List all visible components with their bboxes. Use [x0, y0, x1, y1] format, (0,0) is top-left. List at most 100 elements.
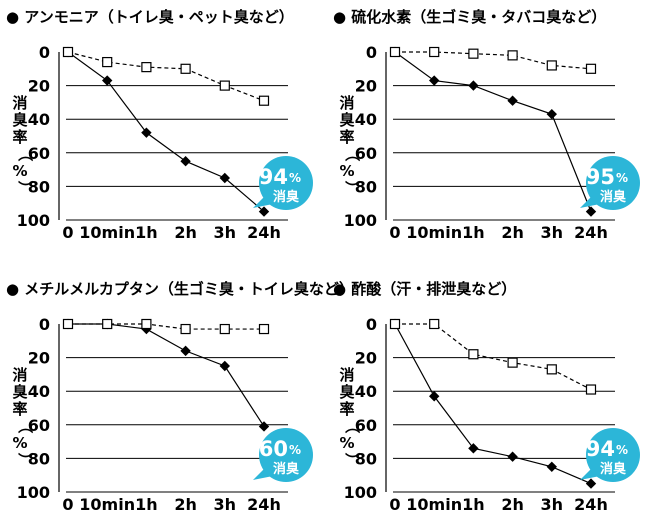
charts-grid: ● アンモニア（トイレ臭・ペット臭など）消臭率（%） 0 20 40 60 80 100 0 1… [0, 0, 653, 514]
y-axis-label-char: 臭 [12, 383, 27, 401]
open-square-marker [62, 318, 74, 330]
x-tick-label: 0 [62, 495, 73, 514]
badge-unit: % [616, 443, 628, 457]
open-square-marker [507, 50, 518, 61]
open-square-marker [546, 60, 557, 71]
y-axis-label: 消臭率（%） [339, 366, 361, 468]
y-axis-label-char: 消 [12, 366, 27, 384]
y-tick-label: 20 [355, 349, 377, 368]
x-tick-label: 0 [389, 223, 400, 242]
diamond-marker [102, 75, 113, 86]
series-line-0 [394, 51, 592, 212]
badge-value: 94 [586, 437, 615, 461]
diamond-marker [258, 421, 270, 432]
y-tick-label: 80 [28, 177, 50, 196]
open-square-marker [258, 95, 270, 106]
y-axis-label-char: （ [343, 418, 361, 433]
diamond-marker [429, 75, 440, 86]
diamond-marker [219, 172, 230, 184]
y-axis-label-char: （ [343, 146, 361, 161]
x-tick-label: 2h [501, 495, 524, 514]
y-tick-label: 100 [344, 483, 377, 502]
x-tick-label: 10min [406, 495, 462, 514]
y-tick-label: 0 [366, 43, 377, 62]
open-square-marker [468, 349, 479, 360]
x-tick-label: 2h [174, 223, 197, 242]
diamond-marker [468, 443, 479, 454]
x-tick-label: 3h [214, 223, 237, 242]
y-tick-label: 20 [355, 77, 377, 96]
y-axis-label-char: 率 [339, 400, 354, 418]
badge-circle [259, 428, 313, 482]
chart-title: ● 酢酸（汗・排泄臭など） [333, 280, 516, 298]
series-line-1 [395, 323, 592, 391]
line-chart-svg: ● メチルメルカプタン（生ゴミ臭・トイレ臭など）消臭率（%）0204060801… [6, 280, 354, 514]
chart-panel-ammonia: ● アンモニア（トイレ臭・ペット臭など）消臭率（%） 0 20 40 60 80 100 0 1… [0, 0, 326, 255]
y-axis-label-char: % [339, 162, 354, 180]
y-axis-label-char: 臭 [12, 111, 27, 129]
deodorization-badge: 95 % 消臭 [580, 156, 640, 210]
badge-unit: % [616, 171, 628, 185]
x-tick-label: 3h [541, 495, 564, 514]
y-tick-label: 80 [28, 449, 50, 468]
x-tick-label: 24h [247, 223, 281, 242]
chart-panel-hydrogen-sulfide: ● 硫化水素（生ゴミ臭・タバコ臭など）消臭率（%） 0 20 40 60 80 100 0 10… [327, 0, 653, 255]
diamond-marker [429, 391, 440, 402]
y-axis-label-char: % [339, 434, 354, 452]
y-axis-label-char: 率 [12, 128, 27, 146]
y-tick-label: 20 [28, 349, 50, 368]
diamond-marker [219, 360, 230, 372]
diamond-marker [585, 206, 597, 217]
diamond-marker [507, 451, 518, 462]
x-tick-label: 24h [574, 495, 608, 514]
y-tick-label: 60 [28, 416, 50, 435]
chart-title: ● アンモニア（トイレ臭・ペット臭など） [6, 8, 294, 26]
x-tick-label: 0 [389, 495, 400, 514]
y-axis-label-char: ） [343, 180, 361, 195]
diamond-marker [180, 156, 191, 167]
y-tick-label: 0 [39, 315, 50, 334]
y-axis-label-char: 率 [12, 400, 27, 418]
y-axis-label-char: （ [16, 146, 34, 161]
open-square-marker [507, 357, 518, 368]
y-axis-label: 消臭率（%） [12, 94, 34, 196]
y-tick-label: 80 [355, 177, 377, 196]
deodorization-badge: 94 % 消臭 [580, 428, 640, 482]
y-axis-label-char: 臭 [339, 111, 354, 129]
x-tick-label: 24h [574, 223, 608, 242]
badge-circle [586, 156, 640, 210]
deodorization-badge: 94 % 消臭 [253, 156, 313, 210]
diamond-marker [546, 108, 557, 120]
x-tick-label: 1h [135, 495, 158, 514]
open-square-marker [62, 46, 74, 58]
y-tick-label: 100 [344, 211, 377, 230]
open-square-marker [219, 80, 230, 91]
chart-panel-methyl-mercaptan: ● メチルメルカプタン（生ゴミ臭・トイレ臭など）消臭率（%） 0 20 40 60 80 1… [0, 272, 354, 527]
x-tick-label: 10min [79, 495, 135, 514]
y-axis-label-char: % [12, 434, 27, 452]
x-tick-label: 2h [501, 223, 524, 242]
open-square-marker [102, 318, 113, 330]
y-axis-label-char: 臭 [339, 383, 354, 401]
open-square-marker [141, 62, 152, 73]
open-square-marker [258, 323, 270, 335]
diamond-marker [468, 80, 479, 91]
badge-unit: % [289, 171, 301, 185]
y-tick-label: 100 [17, 211, 50, 230]
open-square-marker [180, 63, 191, 74]
open-square-marker [389, 318, 401, 330]
open-square-marker [585, 384, 597, 395]
series-line-1 [67, 51, 265, 102]
badge-value: 94 [259, 165, 288, 189]
y-axis-label-char: ） [16, 452, 34, 467]
diamond-marker [507, 95, 518, 106]
open-square-marker [429, 46, 440, 58]
diamond-marker [585, 478, 597, 489]
y-axis-label: 消臭率（%） [339, 94, 361, 196]
open-square-marker [546, 364, 557, 375]
x-tick-label: 10min [79, 223, 135, 242]
x-tick-label: 10min [406, 223, 462, 242]
badge-circle [586, 428, 640, 482]
